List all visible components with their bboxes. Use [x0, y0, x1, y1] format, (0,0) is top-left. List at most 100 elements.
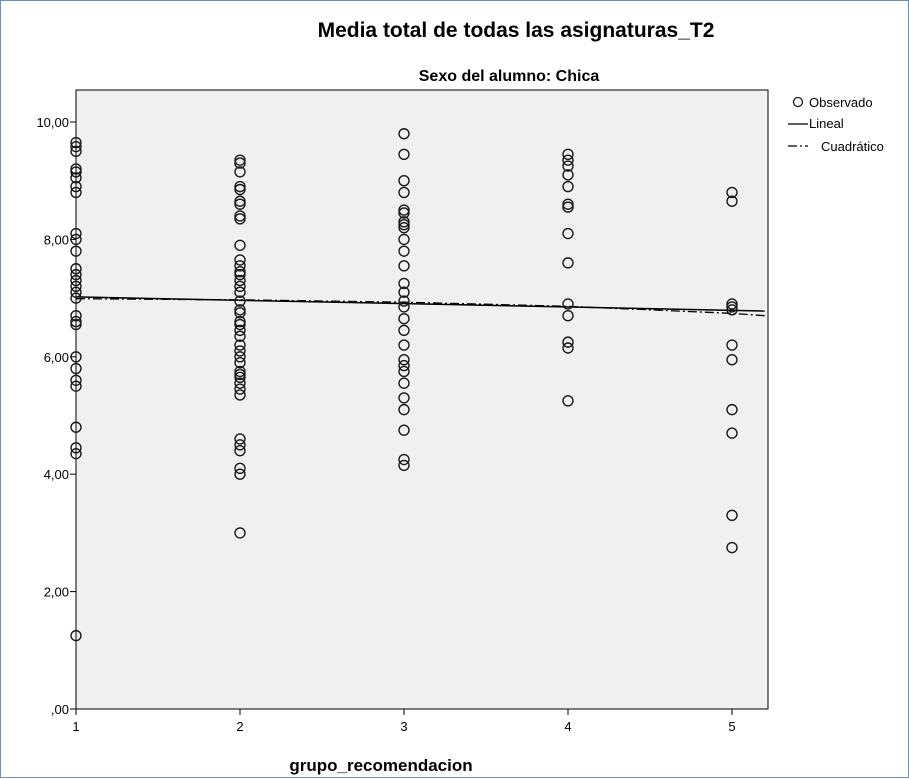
observed-point: [398, 339, 410, 351]
observed-point: [398, 365, 410, 378]
legend-label-lineal: Lineal: [809, 116, 844, 131]
observed-point: [70, 318, 82, 331]
observed-point: [70, 180, 82, 193]
observed-point: [70, 629, 82, 642]
observed-point: [70, 172, 82, 184]
observed-point: [234, 180, 246, 193]
observed-point: [234, 157, 246, 169]
observed-point: [234, 183, 246, 196]
series-line-cuadratico: [75, 298, 765, 317]
legend-label-observado: Observado: [809, 95, 873, 110]
observed-point: [234, 268, 246, 281]
observed-point: [562, 257, 574, 269]
observed-point: [398, 312, 410, 325]
observed-point: [398, 392, 410, 404]
observed-point: [562, 298, 574, 310]
observed-point: [234, 304, 246, 316]
y-tick-label: 10,00: [36, 115, 69, 130]
observed-point: [234, 330, 246, 342]
observed-point: [234, 154, 246, 166]
y-tick-label: 2,00: [44, 585, 69, 600]
observed-point: [70, 315, 82, 328]
observed-point: [70, 280, 82, 293]
observed-point: [562, 395, 574, 407]
observed-point: [398, 377, 410, 389]
observed-point: [562, 160, 574, 172]
x-tick-label: 1: [72, 719, 79, 734]
x-tick-label: 4: [564, 719, 571, 734]
observed-point: [398, 354, 410, 366]
observed-point: [234, 445, 246, 457]
observed-point: [234, 210, 246, 222]
observed-point: [70, 245, 82, 257]
chart-subtitle: Sexo del alumno: Chica: [419, 68, 600, 85]
observed-point: [398, 295, 410, 307]
observed-point: [70, 292, 82, 304]
observed-point: [398, 277, 410, 290]
observed-point: [398, 245, 410, 257]
observed-point: [398, 324, 410, 337]
observed-point: [234, 239, 246, 251]
observed-point: [234, 527, 246, 539]
legend-label-cuadratico: Cuadrático: [821, 139, 884, 154]
observed-point: [562, 180, 574, 193]
y-tick-label: 8,00: [44, 232, 69, 247]
observed-point: [70, 263, 82, 275]
observed-point: [70, 166, 82, 178]
observed-point: [234, 198, 246, 210]
observed-point: [398, 233, 410, 246]
observed-point: [398, 453, 410, 466]
observed-point: [562, 198, 574, 210]
observed-point: [398, 128, 410, 140]
observed-point: [726, 541, 738, 554]
observed-point: [70, 380, 82, 392]
observed-point: [398, 186, 410, 199]
observed-point: [70, 233, 82, 246]
observed-point: [398, 286, 410, 298]
legend: Observado Lineal Cuadrático: [788, 95, 884, 154]
observed-point: [234, 433, 246, 445]
observed-point: [562, 336, 574, 348]
x-tick-label: 5: [728, 719, 735, 734]
observed-point: [562, 342, 574, 354]
observed-point: [70, 362, 82, 375]
observed-point: [726, 304, 738, 316]
observed-point: [234, 318, 246, 331]
observed-point: [562, 310, 574, 322]
y-tick-label: 4,00: [44, 467, 69, 482]
observed-point: [398, 148, 410, 160]
x-tick-label: 2: [236, 719, 243, 734]
observed-point: [234, 286, 246, 298]
observed-point: [726, 186, 738, 199]
y-tick-label: ,00: [51, 702, 69, 717]
observed-point: [70, 268, 82, 281]
observed-point: [398, 424, 410, 436]
observed-point: [234, 265, 246, 278]
observed-point: [398, 216, 410, 228]
observed-point: [398, 219, 410, 231]
plot-area: [75, 89, 769, 710]
observed-point: [70, 286, 82, 298]
observed-point: [398, 459, 410, 472]
observed-point: [70, 447, 82, 460]
observed-point: [234, 280, 246, 293]
observed-point: [398, 204, 410, 216]
observed-point: [234, 368, 246, 381]
observed-point: [726, 403, 738, 416]
observed-point: [398, 207, 410, 219]
observed-point: [234, 389, 246, 401]
chart-title: Media total de todas las asignaturas_T2: [318, 19, 715, 42]
observed-point: [562, 154, 574, 166]
observed-point: [234, 324, 246, 337]
observed-point: [398, 301, 410, 313]
observed-point: [562, 148, 574, 160]
legend-marker-observado: [792, 96, 804, 108]
observed-point: [234, 468, 246, 480]
observed-point: [234, 365, 246, 378]
y-tick-label: 6,00: [44, 350, 69, 365]
observed-point: [234, 371, 246, 384]
observed-point: [234, 383, 246, 395]
observed-point: [234, 356, 246, 369]
